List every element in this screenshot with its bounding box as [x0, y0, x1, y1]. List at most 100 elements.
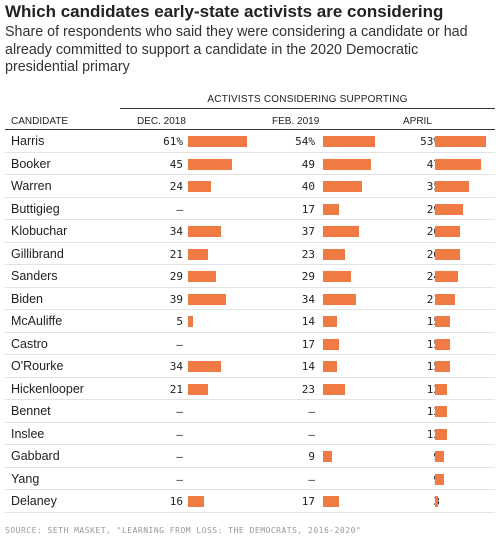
value-label-feb-2019: 54% [295, 135, 315, 148]
table-row-hickenlooper: Hickenlooper 21 23 12 [5, 378, 495, 400]
value-label-feb-2019: — [308, 472, 315, 486]
value-label-feb-2019: 23 [301, 382, 315, 396]
value-label-dec-2018: 29 [169, 270, 183, 283]
value-label-feb-2019: — [308, 405, 315, 418]
value-label-april: 12 [426, 382, 440, 396]
candidate-name: Booker [11, 156, 51, 171]
bar-dec-2018 [188, 293, 226, 305]
value-label-april: 9 [400, 450, 440, 463]
bar-feb-2019 [323, 338, 339, 350]
bar-april [435, 338, 450, 350]
column-header-april: APRIL [403, 116, 432, 127]
value-label-dec-2018: 21 [169, 382, 183, 396]
candidate-name: Castro [11, 336, 48, 351]
value-label-april: 15 [426, 337, 440, 351]
table-row-delaney: Delaney 16 17 3 [5, 490, 495, 513]
value-label-feb-2019: 17 [301, 337, 315, 351]
bar-april [435, 496, 438, 507]
bar-dec-2018 [188, 496, 204, 507]
candidate-name: Inslee [11, 426, 45, 441]
table-row-mcauliffe: McAuliffe 5 14 15 [5, 310, 495, 333]
value-label-april: 29 [426, 202, 440, 216]
group-header-rule [120, 108, 495, 109]
value-label-dec-2018: — [176, 405, 183, 418]
chart-title: Which candidates early-state activists a… [5, 2, 444, 21]
value-label-april: 35 [426, 180, 440, 193]
candidate-name: McAuliffe [11, 314, 63, 328]
table-row-bennet: Bennet — — 12 [5, 400, 495, 423]
bar-april [435, 406, 447, 417]
value-label-april: 24 [426, 270, 440, 283]
table-row-o-rourke: O'Rourke 34 14 15 [5, 355, 495, 378]
bar-april [435, 136, 486, 147]
bar-dec-2018 [188, 181, 211, 192]
bar-april [435, 158, 481, 170]
value-label-feb-2019: 29 [301, 270, 315, 283]
value-label-april: 3 [400, 495, 440, 508]
bar-dec-2018 [188, 226, 221, 237]
table-row-yang: Yang — — 9 [5, 468, 495, 490]
bar-feb-2019 [323, 451, 332, 462]
value-label-feb-2019: 14 [301, 360, 315, 373]
value-label-april: 26 [426, 225, 440, 238]
bar-april [435, 203, 463, 215]
value-label-april: 15 [426, 360, 440, 373]
value-label-feb-2019: 9 [308, 450, 315, 463]
bar-feb-2019 [323, 203, 339, 215]
bar-dec-2018 [188, 136, 247, 147]
value-label-feb-2019: 40 [301, 180, 315, 193]
value-label-feb-2019: 49 [301, 157, 315, 171]
value-label-dec-2018: 5 [176, 315, 183, 328]
value-label-feb-2019: 14 [301, 315, 315, 328]
value-label-dec-2018: 24 [169, 180, 183, 193]
table-row-klobuchar: Klobuchar 34 37 26 [5, 220, 495, 243]
table-row-sanders: Sanders 29 29 24 [5, 265, 495, 288]
table-row-inslee: Inslee — — 12 [5, 423, 495, 445]
bar-april [435, 248, 460, 260]
value-label-dec-2018: 21 [169, 247, 183, 261]
table-row-harris: Harris 61% 54% 53% [5, 130, 495, 153]
candidate-name: Warren [11, 179, 52, 193]
candidate-name: Harris [11, 134, 45, 148]
value-label-dec-2018: 39 [169, 292, 183, 306]
bar-feb-2019 [323, 383, 345, 395]
value-label-feb-2019: — [308, 427, 315, 441]
table-row-biden: Biden 39 34 21 [5, 288, 495, 310]
value-label-april: 9 [400, 473, 440, 486]
candidate-name: Klobuchar [11, 224, 68, 238]
value-label-april: 53% [420, 135, 440, 148]
bar-feb-2019 [323, 361, 337, 372]
table-row-gabbard: Gabbard — 9 9 [5, 445, 495, 468]
value-label-feb-2019: 34 [301, 292, 315, 306]
bar-dec-2018 [188, 271, 216, 282]
group-header: ACTIVISTS CONSIDERING SUPPORTING [207, 94, 408, 105]
bar-feb-2019 [323, 271, 351, 282]
value-label-feb-2019: 23 [301, 247, 315, 261]
bar-april [435, 316, 450, 327]
value-label-april: 47 [426, 157, 440, 171]
candidate-name: Gillibrand [11, 246, 64, 261]
bar-april [435, 473, 444, 485]
value-label-feb-2019: 17 [301, 495, 315, 508]
candidate-name: Bennet [11, 404, 51, 418]
bar-april [435, 226, 460, 237]
column-header-feb-2019: FEB. 2019 [272, 116, 320, 127]
value-label-april: 12 [426, 427, 440, 441]
value-label-dec-2018: — [176, 202, 183, 216]
bar-feb-2019 [323, 316, 337, 327]
candidate-name: O'Rourke [11, 359, 64, 373]
candidate-name: Gabbard [11, 449, 60, 463]
bar-feb-2019 [323, 158, 371, 170]
table-row-buttigieg: Buttigieg — 17 29 [5, 198, 495, 220]
candidate-name: Sanders [11, 269, 58, 283]
bar-april [435, 451, 444, 462]
candidate-name: Buttigieg [11, 201, 60, 216]
header-rule [5, 129, 495, 130]
candidate-name: Delaney [11, 494, 57, 508]
value-label-dec-2018: — [176, 450, 183, 463]
bar-feb-2019 [323, 226, 359, 237]
value-label-april: 12 [426, 405, 440, 418]
table-row-castro: Castro — 17 15 [5, 333, 495, 355]
bar-feb-2019 [323, 496, 339, 507]
value-label-feb-2019: 17 [301, 202, 315, 216]
